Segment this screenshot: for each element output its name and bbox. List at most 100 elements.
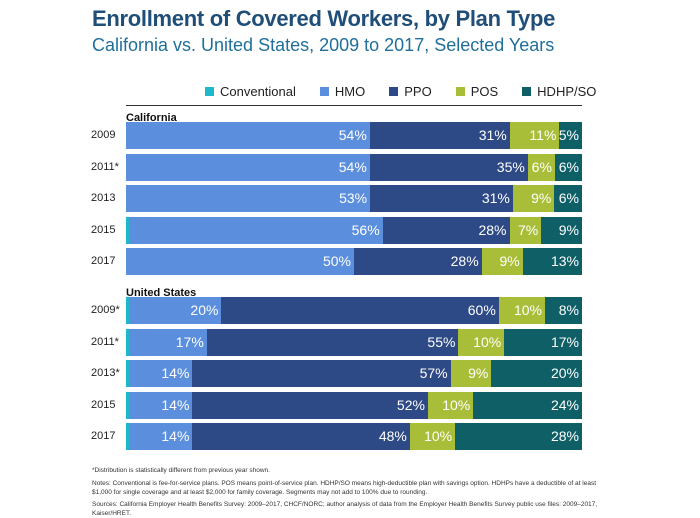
chart-subtitle: California vs. United States, 2009 to 20…	[92, 35, 555, 55]
data-label: 28%	[550, 428, 579, 444]
data-label: 17%	[550, 333, 579, 350]
data-label: 6%	[558, 190, 579, 206]
bar-segment-hdhpso: 5%	[559, 122, 582, 149]
legend-swatch-hmo	[319, 86, 329, 96]
legend-item-pos: POS	[455, 83, 499, 99]
row-label: 2015	[91, 223, 116, 236]
footnote-sources: Sources: California Employer Health Bene…	[92, 501, 598, 517]
bar-segment-hmo: 17%	[129, 328, 207, 356]
legend-label-hdhp: HDHP/SO	[537, 83, 597, 99]
data-label: 55%	[427, 333, 456, 350]
data-label: 9%	[468, 365, 489, 381]
bar-segment-hdhpso: 6%	[554, 185, 582, 212]
stacked-bar: <1%14%57%9%20%	[126, 360, 582, 387]
bar-segment-hmo: 14%	[129, 423, 193, 450]
legend-label-pos: POS	[470, 83, 499, 99]
row-label: 2015	[91, 398, 116, 411]
bar-segment-ppo: 57%	[192, 360, 451, 387]
data-label: 35%	[496, 158, 525, 175]
stacked-bar: 0%54%31%11%5%	[126, 122, 582, 149]
data-label: 10%	[513, 302, 542, 318]
stacked-bar: 1%14%52%10%24%	[126, 391, 582, 419]
bar-segment-pos: 10%	[458, 328, 505, 356]
data-label: 60%	[467, 302, 496, 318]
bar-segment-pos: 10%	[498, 297, 545, 324]
data-label: 9%	[531, 190, 552, 206]
legend-swatch-conventional	[205, 86, 214, 96]
data-label: 31%	[481, 190, 510, 206]
stacked-bar: 0%54%35%6%6%	[126, 153, 582, 181]
bar-segment-hdhpso: 20%	[491, 360, 582, 387]
legend-label-hmo: HMO	[334, 83, 366, 99]
bar-segment-ppo: 55%	[206, 328, 459, 356]
bar-segment-hmo: 20%	[129, 297, 222, 324]
bar-segment-pos: 9%	[450, 360, 492, 387]
bar-segment-hdhpso: 17%	[504, 328, 582, 356]
bar-segment-ppo: 60%	[221, 297, 499, 324]
bar-segment-hdhpso: 6%	[554, 153, 582, 181]
bar-segment-hmo: 53%	[126, 185, 371, 212]
bar-segment-ppo: 35%	[369, 153, 528, 181]
row-label: 2009*	[91, 304, 120, 316]
data-label: 14%	[161, 396, 190, 413]
legend-swatch-ppo	[389, 86, 399, 96]
bar-segment-hmo: 50%	[126, 248, 354, 275]
legend: Conventional HMO PPO POS HDHP/SO	[205, 83, 596, 99]
bar-segment-hdhpso: 9%	[541, 216, 582, 244]
data-label: 6%	[558, 158, 579, 175]
data-label: 13%	[550, 253, 579, 269]
data-label: 53%	[339, 190, 368, 206]
data-label: 24%	[550, 396, 579, 413]
data-label: 50%	[322, 253, 351, 269]
data-label: 48%	[378, 428, 407, 444]
bar-segment-hmo: 14%	[129, 391, 193, 419]
data-label: 10%	[442, 396, 471, 413]
data-label: 6%	[531, 158, 552, 175]
row-label: 2017	[91, 255, 116, 267]
legend-label-conventional: Conventional	[220, 83, 296, 99]
footnote-significance: *Distribution is statistically different…	[92, 467, 270, 474]
bar-segment-pos: 9%	[481, 248, 523, 275]
stacked-bar: 1%20%60%10%8%	[126, 297, 582, 324]
chart-title: Enrollment of Covered Workers, by Plan T…	[92, 6, 556, 31]
legend-swatch-pos	[455, 86, 465, 96]
stacked-bar: 1%17%55%10%17%	[126, 328, 582, 356]
row-label: 2011*	[91, 335, 119, 348]
stacked-bar: 0%50%28%9%13%	[126, 248, 582, 275]
bar-segment-pos: 6%	[527, 153, 555, 181]
legend-divider	[126, 105, 582, 106]
bar-segment-pos: 9%	[512, 185, 555, 212]
data-label: 8%	[558, 302, 579, 318]
bar-segment-hmo: 56%	[129, 216, 383, 244]
bar-segment-pos: 10%	[409, 423, 456, 450]
bar-segment-ppo: 48%	[192, 423, 410, 450]
bar-segment-hdhpso: 24%	[473, 391, 582, 419]
row-label: 2011*	[91, 160, 119, 173]
data-label: 11%	[529, 127, 557, 143]
row-label: 2009	[91, 129, 116, 141]
data-label: 10%	[473, 333, 502, 350]
bar-segment-hmo: 54%	[126, 122, 370, 149]
legend-item-hmo: HMO	[319, 83, 366, 99]
data-label: 28%	[478, 221, 507, 238]
bar-segment-ppo: 31%	[369, 122, 510, 149]
data-label: 17%	[175, 333, 204, 350]
bar-segment-pos: 11%	[509, 122, 560, 149]
data-label: 31%	[478, 127, 507, 143]
stacked-bar: <1%56%28%7%9%	[126, 216, 582, 244]
stacked-bar: <1%14%48%10%28%	[126, 423, 582, 450]
bar-segment-ppo: 28%	[382, 216, 510, 244]
data-label: 54%	[338, 158, 367, 175]
legend-item-ppo: PPO	[389, 83, 432, 99]
data-label: 52%	[396, 396, 425, 413]
stacked-bar: 0%53%31%9%6%	[126, 185, 582, 212]
legend-label-ppo: PPO	[404, 83, 432, 99]
data-label: 28%	[450, 253, 479, 269]
bar-segment-hmo: 14%	[129, 360, 193, 387]
bar-segment-hdhpso: 13%	[522, 248, 582, 275]
legend-swatch-hdhp	[522, 86, 532, 96]
bar-segment-ppo: 52%	[192, 391, 428, 419]
bar-segment-hmo: 54%	[126, 153, 370, 181]
data-label: 20%	[190, 302, 219, 318]
bar-segment-hdhpso: 28%	[455, 423, 582, 450]
